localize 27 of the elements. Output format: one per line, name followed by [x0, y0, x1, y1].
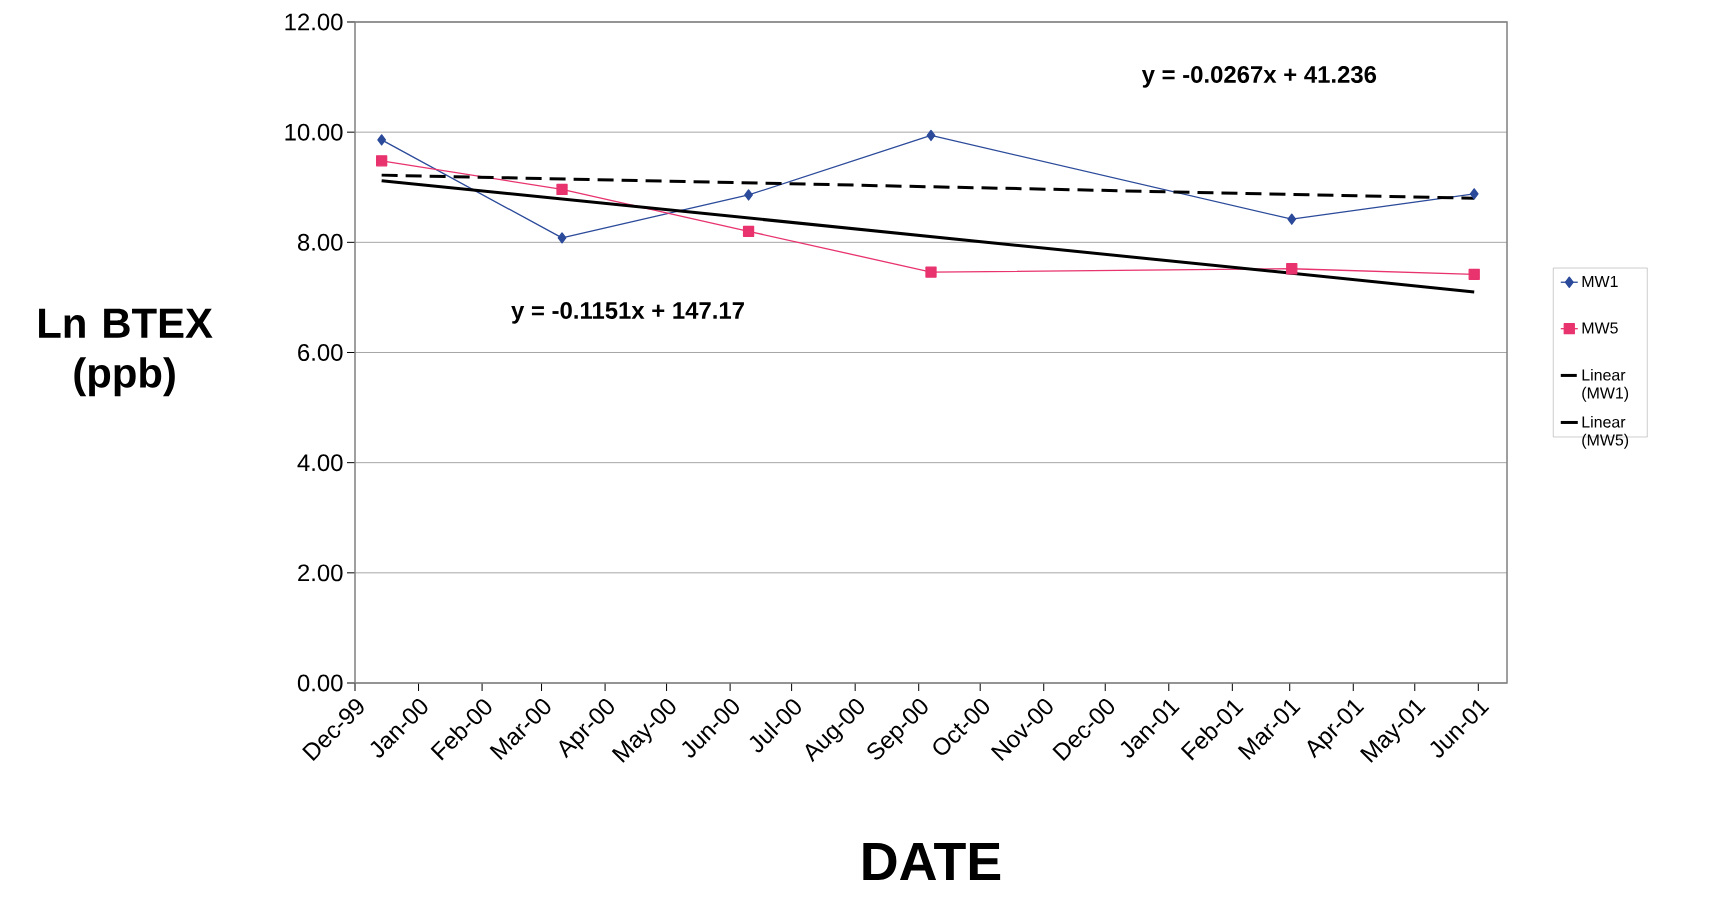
- y-tick-label: 12.00: [285, 13, 343, 31]
- x-axis-title: DATE: [863, 842, 1001, 880]
- legend-label: MW5: [1582, 322, 1618, 334]
- annotation: y = -0.1151x + 147.17: [511, 302, 744, 324]
- y-tick-label: 2.00: [298, 564, 343, 582]
- point: [1286, 263, 1298, 275]
- y-tick-label: 8.00: [297, 233, 343, 251]
- y-tick-label: 4.00: [297, 454, 343, 472]
- point: [925, 266, 937, 278]
- point: [376, 155, 388, 167]
- point: [926, 129, 936, 142]
- annotation: y = -0.0267x + 41.236: [1141, 66, 1377, 88]
- y-tick-label: 0.00: [297, 674, 343, 692]
- point: [744, 189, 753, 201]
- y-tick-label: 10.00: [285, 123, 343, 141]
- point: [1469, 188, 1479, 200]
- y-axis-title: Ln BTEX (ppb): [39, 308, 213, 397]
- legend-label: Linear (MW5): [1582, 415, 1629, 449]
- point: [556, 183, 568, 196]
- y-tick-label: 6.00: [298, 344, 343, 361]
- point: [557, 232, 567, 244]
- point: [1468, 268, 1480, 280]
- legend-label: MW1: [1582, 276, 1618, 287]
- point: [742, 225, 755, 237]
- legend-label: Linear (MW1): [1582, 368, 1629, 402]
- point: [1287, 213, 1297, 225]
- point: [377, 134, 387, 146]
